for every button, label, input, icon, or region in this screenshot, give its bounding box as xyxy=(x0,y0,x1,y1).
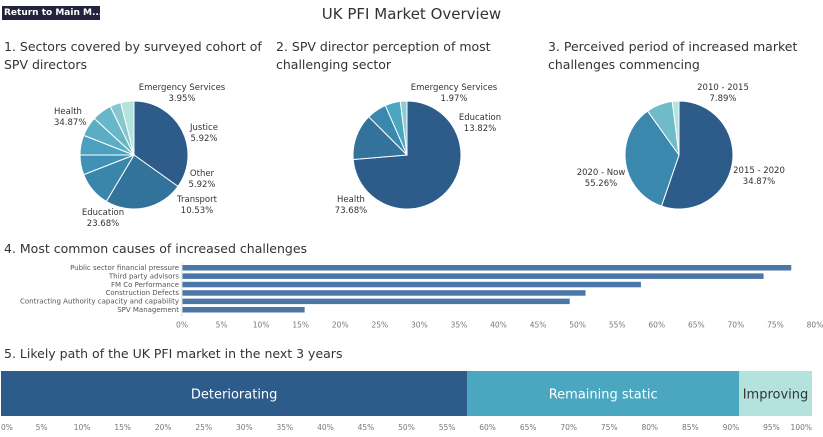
path-tick-4: 20% xyxy=(155,423,172,432)
path-tick-5: 25% xyxy=(195,423,212,432)
path-tick-12: 60% xyxy=(479,423,496,432)
sectors-value-transport: 10.53% xyxy=(181,206,213,216)
path-segment-remaining-static[interactable] xyxy=(467,371,740,416)
causes-tick-6: 30% xyxy=(411,320,428,329)
sectors-label-education: Education xyxy=(82,208,124,218)
causes-bar-fm-co-performance[interactable] xyxy=(182,281,641,288)
period-value-2010-2015: 7.89% xyxy=(709,94,736,104)
path-tick-10: 50% xyxy=(398,423,415,432)
causes-tick-1: 5% xyxy=(216,320,228,329)
path-tick-20: 100% xyxy=(791,423,812,432)
page-title: UK PFI Market Overview xyxy=(321,5,502,23)
sectors-label-justice: Justice xyxy=(189,123,218,133)
causes-category-construction-defects: Construction Defects xyxy=(105,289,179,297)
sectors-value-other: 5.92% xyxy=(188,180,215,190)
sectors-value-emergency-services: 3.95% xyxy=(168,94,195,104)
causes-bar-spv-management[interactable] xyxy=(182,307,305,313)
causes-chart-title: 4. Most common causes of increased chall… xyxy=(4,241,308,256)
return-to-main-button[interactable]: Return to Main M... xyxy=(2,6,100,20)
causes-bar-construction-defects[interactable] xyxy=(182,290,586,296)
challenging-value-education: 13.82% xyxy=(464,124,496,134)
sectors-slice-emergency-services-8[interactable] xyxy=(120,100,135,156)
period-slice-2015-2020-1[interactable] xyxy=(624,110,680,207)
challenging-chart-title: 2. SPV director perception of most chall… xyxy=(276,39,491,72)
causes-bar-public-sector-financial-pressure[interactable] xyxy=(182,265,792,271)
path-tick-16: 80% xyxy=(641,423,658,432)
sectors-value-justice: 5.92% xyxy=(190,134,217,144)
causes-tick-4: 20% xyxy=(332,320,349,329)
path-tick-8: 40% xyxy=(317,423,334,432)
challenging-label-emergency-services: Emergency Services xyxy=(411,83,498,93)
path-tick-9: 45% xyxy=(358,423,375,432)
path-tick-6: 30% xyxy=(236,423,253,432)
sectors-label-other: Other xyxy=(190,169,215,179)
sectors-value-education: 23.68% xyxy=(87,219,119,229)
causes-tick-15: 75% xyxy=(767,320,784,329)
path-tick-15: 75% xyxy=(601,423,618,432)
period-slice-unlabeled-3[interactable] xyxy=(671,100,680,156)
causes-tick-2: 10% xyxy=(253,320,270,329)
period-label-2015-2020: 2015 - 2020 xyxy=(733,166,785,176)
sectors-value-health: 34.87% xyxy=(54,118,86,128)
causes-tick-12: 60% xyxy=(648,320,665,329)
causes-tick-11: 55% xyxy=(609,320,626,329)
causes-category-third-party-advisors: Third party advisors xyxy=(108,272,179,280)
path-tick-18: 90% xyxy=(723,423,740,432)
causes-tick-3: 15% xyxy=(292,320,309,329)
path-label-deteriorating: Deteriorating xyxy=(191,388,278,403)
causes-tick-10: 50% xyxy=(569,320,586,329)
challenging-slice-emergency-services-4[interactable] xyxy=(399,100,408,156)
sectors-label-emergency-services: Emergency Services xyxy=(139,83,226,93)
period-value-2020-now: 55.26% xyxy=(585,179,617,189)
path-tick-14: 70% xyxy=(560,423,577,432)
path-tick-1: 5% xyxy=(36,423,48,432)
sectors-label-transport: Transport xyxy=(176,195,218,205)
period-value-2015-2020: 34.87% xyxy=(743,177,775,187)
causes-bar-contracting-authority-capacity-and-capability[interactable] xyxy=(182,298,570,305)
challenging-label-education: Education xyxy=(459,113,501,123)
path-tick-13: 65% xyxy=(520,423,537,432)
challenging-label-health: Health xyxy=(337,195,365,205)
causes-tick-5: 25% xyxy=(371,320,388,329)
path-tick-19: 95% xyxy=(763,423,780,432)
path-tick-17: 85% xyxy=(682,423,699,432)
challenging-value-health: 73.68% xyxy=(335,206,367,216)
path-chart-title: 5. Likely path of the UK PFI market in t… xyxy=(4,346,343,361)
causes-category-contracting-authority-capacity-and-capability: Contracting Authority capacity and capab… xyxy=(20,298,179,306)
causes-bar-third-party-advisors[interactable] xyxy=(182,273,764,279)
period-chart-title: 3. Perceived period of increased market … xyxy=(548,39,798,72)
causes-category-public-sector-financial-pressure: Public sector financial pressure xyxy=(70,264,179,272)
causes-category-fm-co-performance: FM Co Performance xyxy=(111,281,179,289)
period-label-2020-now: 2020 - Now xyxy=(577,168,626,178)
causes-tick-14: 70% xyxy=(728,320,745,329)
sectors-slice-health-0[interactable] xyxy=(133,100,189,188)
path-tick-2: 10% xyxy=(74,423,91,432)
path-segment-improving[interactable] xyxy=(739,371,812,416)
sectors-slice-education-1[interactable] xyxy=(105,154,179,210)
path-segment-deteriorating[interactable] xyxy=(1,371,468,416)
path-tick-11: 55% xyxy=(439,423,456,432)
path-label-remaining-static: Remaining static xyxy=(549,388,658,403)
challenging-value-emergency-services: 1.97% xyxy=(440,94,467,104)
path-tick-7: 35% xyxy=(277,423,294,432)
causes-tick-8: 40% xyxy=(490,320,507,329)
causes-category-spv-management: SPV Management xyxy=(117,306,179,314)
causes-tick-9: 45% xyxy=(530,320,547,329)
path-tick-0: 0% xyxy=(1,423,13,432)
path-tick-3: 15% xyxy=(114,423,131,432)
causes-tick-0: 0% xyxy=(176,320,188,329)
causes-tick-16: 80% xyxy=(807,320,823,329)
period-label-2010-2015: 2010 - 2015 xyxy=(697,83,749,93)
causes-tick-7: 35% xyxy=(451,320,468,329)
path-label-improving: Improving xyxy=(743,388,809,403)
sectors-chart-title: 1. Sectors covered by surveyed cohort of… xyxy=(4,39,262,72)
causes-tick-13: 65% xyxy=(688,320,705,329)
sectors-label-health: Health xyxy=(54,107,82,117)
